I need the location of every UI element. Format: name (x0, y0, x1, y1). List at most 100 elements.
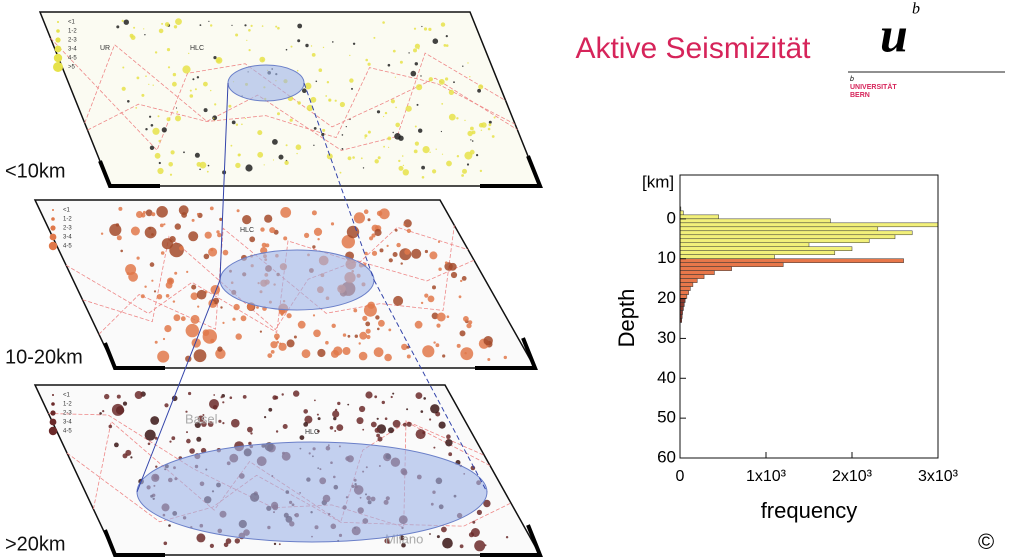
bar (680, 291, 689, 295)
map-dot (151, 124, 154, 127)
map-dot (163, 223, 165, 225)
map-dot (389, 258, 393, 262)
map-dot (388, 329, 391, 332)
x-tick-label: 3x10³ (918, 468, 959, 485)
map-dot (442, 354, 445, 357)
map-dot (407, 422, 412, 427)
map-dot (316, 81, 318, 83)
map-dot (296, 153, 297, 154)
map-dot (393, 50, 396, 53)
map-dot (353, 43, 355, 45)
map-dot (181, 316, 186, 321)
map-dot (274, 543, 276, 545)
map-dot (286, 144, 288, 146)
map-dot (175, 115, 181, 121)
map-dot (188, 53, 189, 54)
place-name: UR (100, 45, 110, 52)
map-dot (312, 210, 317, 215)
map-dot (477, 510, 482, 515)
map-dot (123, 402, 127, 406)
map-dot (222, 322, 224, 324)
y-tick-label: 10 (657, 248, 676, 267)
map-dot (170, 174, 172, 176)
map-dot (422, 345, 434, 357)
map-dot (194, 349, 207, 362)
map-dot (446, 434, 451, 439)
map-dot (173, 73, 176, 76)
map-dot (395, 123, 400, 128)
legend-text: 3-4 (63, 235, 72, 241)
map-dot (489, 121, 492, 124)
map-dot (200, 24, 202, 26)
map-dot (162, 127, 167, 132)
map-dot (380, 248, 384, 252)
map-dot (190, 94, 194, 98)
map-dot (388, 427, 394, 433)
map-dot (250, 432, 252, 434)
map-dot (239, 154, 241, 156)
map-dot (313, 330, 321, 338)
map-dot (276, 430, 278, 432)
bar (680, 307, 683, 311)
map-dot (489, 123, 492, 126)
map-dot (204, 254, 210, 260)
y-unit: [km] (642, 172, 674, 191)
map-dot (157, 294, 162, 299)
map-dot (122, 20, 124, 22)
map-dot (260, 227, 264, 231)
map-dot (203, 329, 217, 343)
legend-text: <1 (68, 20, 76, 26)
map-dot (145, 75, 147, 77)
map-dot (359, 406, 365, 412)
map-dot (460, 330, 466, 336)
map-dot (162, 238, 173, 249)
map-dot (197, 76, 199, 78)
map-dot (325, 95, 327, 97)
map-dot (197, 306, 199, 308)
map-dot (245, 164, 252, 171)
legend-symbol (51, 217, 55, 221)
map-dot (305, 83, 312, 90)
logo-sup: b (912, 1, 920, 18)
map-dot (317, 349, 325, 357)
map-dot (333, 346, 342, 355)
map-dot (399, 166, 404, 171)
map-dot (302, 349, 311, 358)
map-dot (467, 163, 469, 165)
map-dot (114, 443, 119, 448)
legend-text: >5 (68, 65, 76, 71)
map-dot (340, 172, 342, 174)
map-dot (442, 154, 443, 155)
map-dot (321, 133, 324, 136)
map-dot (159, 162, 161, 164)
map-dot (421, 166, 425, 170)
map-dot (133, 27, 135, 29)
map-dot (302, 88, 307, 93)
map-dot (364, 134, 367, 137)
map-dot (135, 107, 137, 109)
map-dot (421, 302, 423, 304)
legend-symbol (52, 209, 54, 211)
map-dot (375, 428, 380, 433)
map-dot (364, 304, 377, 317)
map-dot (192, 219, 195, 222)
map-dot (197, 162, 202, 167)
logo-small: b (850, 76, 854, 83)
map-dot (374, 395, 377, 398)
map-dot (392, 393, 394, 395)
legend-symbol (53, 62, 63, 72)
bar (680, 299, 685, 303)
map-dot (429, 251, 437, 259)
map-dot (218, 420, 221, 423)
bar (680, 211, 683, 215)
map-dot (117, 235, 122, 240)
map-dot (167, 48, 170, 51)
map-dot (247, 427, 253, 433)
map-dot (300, 435, 305, 440)
map-dot (212, 115, 217, 120)
map-dot (429, 152, 430, 153)
legend-text: 4-5 (63, 429, 72, 435)
map-dot (336, 424, 343, 431)
map-dot (102, 410, 104, 412)
legend-symbol (50, 419, 57, 426)
